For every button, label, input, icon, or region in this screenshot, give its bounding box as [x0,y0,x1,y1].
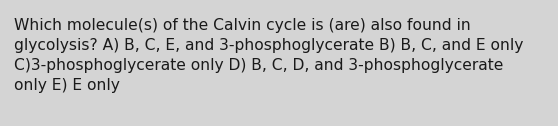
Text: Which molecule(s) of the Calvin cycle is (are) also found in
glycolysis? A) B, C: Which molecule(s) of the Calvin cycle is… [14,18,523,93]
